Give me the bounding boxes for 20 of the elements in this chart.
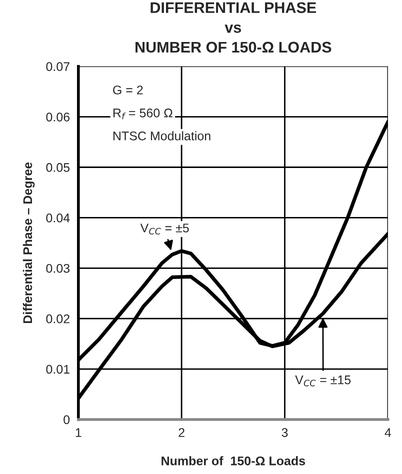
y-tick-label: 0.03 [46,264,70,273]
x-tick-label: 1 [76,428,82,437]
x-tick-label: 2 [178,428,184,437]
series-label: V$_{CC}$ = ±5 [140,224,189,234]
y-tick-label: 0.02 [46,314,70,324]
x-axis-title: Number of 150-Ω Loads [162,456,306,466]
y-tick-label: 0.01 [46,364,70,374]
text: V$_{CC}$ = ±15 [295,376,351,386]
chart-title: DIFFERENTIAL PHASE vs NUMBER OF 150-Ω LOADS [136,2,332,53]
y-axis-title: Differential Phase – Degree [22,162,35,324]
y-tick-label: 0 [64,415,70,424]
x-tick-label: 4 [384,428,392,437]
y-tick-label: 0.07 [46,62,70,72]
annotation: R$_{f}$ = 560 Ω [113,108,172,120]
annotation: NTSC Modulation [113,131,210,140]
y-tick-label: 0.05 [46,163,70,172]
x-tick-label: 3 [282,428,288,438]
annotation: G = 2 [113,86,143,94]
y-tick-label: 0.06 [46,112,70,122]
y-tick-label: 0.04 [46,214,70,222]
